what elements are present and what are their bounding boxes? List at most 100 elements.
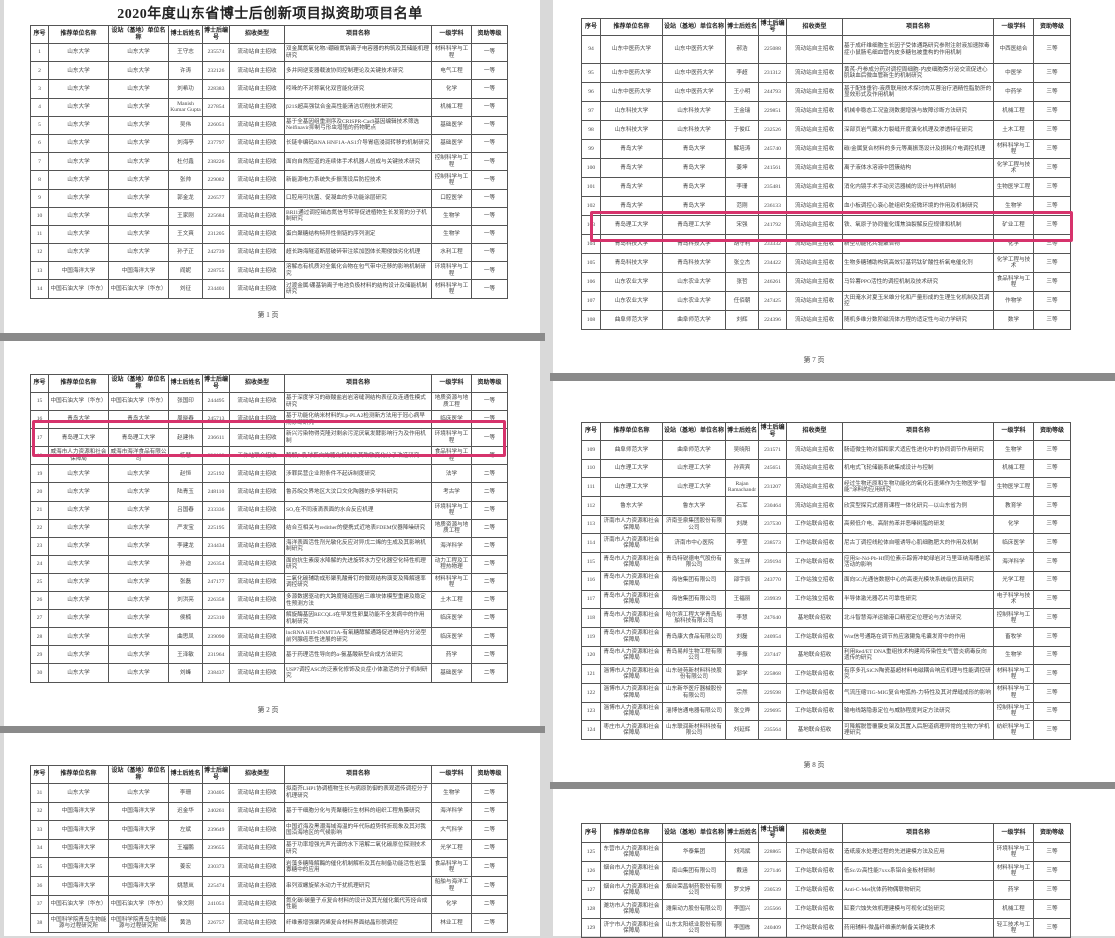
recruit-type: 流动站自主招收 bbox=[229, 913, 285, 933]
postdoc-id: 231207 bbox=[758, 477, 787, 498]
host-unit: 青岛特锐德电气股份有限公司 bbox=[662, 552, 726, 572]
discipline: 材料科学与工程 bbox=[431, 42, 472, 63]
host-unit: 鲁东大学 bbox=[662, 496, 726, 516]
column-header: 招收类型 bbox=[786, 18, 843, 36]
recruit-type: 工作站联合招收 bbox=[786, 918, 843, 938]
column-header: 博士后姓名 bbox=[725, 823, 759, 843]
host-unit: 山东新华医疗器械股份有限公司 bbox=[662, 682, 726, 703]
postdoc-id: 231312 bbox=[758, 63, 787, 83]
table-row: 36 中国海洋大学 中国海洋大学 姚慧岚 225474 流动站自主招收 串列双螺旋桨水动力干… bbox=[30, 875, 508, 896]
postdoc-name: 刘海亭 bbox=[168, 133, 203, 154]
recruit-type: 流动站自主招收 bbox=[229, 206, 285, 226]
table-row: 121 淄博市人力资源和社会保障局 山东硅苑新材料科技股份有限公司 郭学 225868 工… bbox=[581, 664, 1071, 684]
host-unit: 山东大学 bbox=[108, 133, 169, 154]
postdoc-id: 238437 bbox=[202, 663, 230, 683]
funding-grade: 三等 bbox=[1033, 272, 1071, 292]
postdoc-name: 陆青玉 bbox=[168, 482, 203, 502]
recommending-unit: 青岛科技大学 bbox=[600, 253, 663, 273]
host-unit: 青岛大学 bbox=[662, 139, 726, 159]
table-row: 111 山东理工大学 山东理工大学 Rajan Ramachandr 231207 流动站… bbox=[581, 477, 1071, 498]
column-header: 博士后编号 bbox=[758, 18, 787, 36]
host-unit: 山东大学 bbox=[108, 663, 169, 683]
table-row: 112 鲁东大学 鲁东大学 石军 230464 流动站自主招收 欣赏型探究式德育课程一体化研… bbox=[581, 496, 1071, 516]
recruit-type: 流动站自主招收 bbox=[229, 627, 285, 647]
table-row: 23 山东大学 山东大学 李建龙 234434 流动站自主招收 海洋表面活性剂光敏化反应对异… bbox=[30, 536, 508, 556]
project-title: 二氧化碳辅助成形聚乳酸骨钉的微观结构演变及降解速率调控研究 bbox=[284, 572, 432, 593]
recommending-unit: 曲阜师范大学 bbox=[600, 310, 663, 330]
column-header: 博士后姓名 bbox=[725, 422, 759, 441]
project-title: 多并网逆变器载波协同控制理论及关键技术研究 bbox=[284, 61, 432, 81]
funding-grade: 三等 bbox=[1033, 701, 1071, 722]
recruit-type: 流动站自主招收 bbox=[786, 35, 843, 64]
table-row: 98 山东科技大学 山东科技大学 于俊红 232526 流动站自主招收 深部页岩气藏水力裂缝… bbox=[581, 120, 1071, 140]
recruit-type: 流动站自主招收 bbox=[786, 291, 843, 311]
funding-grade: 一等 bbox=[471, 224, 508, 245]
project-title: Wnt信号通路在调节热应激獭兔毛囊发育中的作用 bbox=[842, 626, 994, 647]
host-unit: 山东大学 bbox=[108, 152, 169, 172]
discipline: 中药学 bbox=[993, 82, 1034, 102]
column-header: 一级学科 bbox=[431, 765, 472, 784]
recommending-unit: 山东大学 bbox=[48, 482, 109, 502]
recruit-type: 流动站自主招收 bbox=[229, 875, 285, 896]
recommending-unit: 潍坊市人力资源和社会保障局 bbox=[600, 899, 663, 919]
postdoc-id: 226354 bbox=[202, 554, 230, 574]
column-header: 博士后编号 bbox=[758, 823, 787, 843]
funding-grade: 二等 bbox=[471, 627, 508, 647]
column-header: 博士后编号 bbox=[202, 25, 230, 44]
row-number: 129 bbox=[581, 918, 601, 938]
postdoc-id: 248110 bbox=[202, 482, 230, 502]
recruit-type: 流动站自主招收 bbox=[786, 458, 843, 479]
postdoc-id: 234401 bbox=[202, 279, 230, 299]
postdoc-name: 侯楠 bbox=[168, 609, 203, 629]
discipline: 作物学 bbox=[993, 291, 1034, 311]
host-unit: 山东大学 bbox=[108, 645, 169, 665]
project-title: 面向抗生素废水降解的先进旋转水力空化器空化特性机理研究 bbox=[284, 554, 432, 574]
recommending-unit: 青岛市人力资源和社会保障局 bbox=[600, 626, 663, 647]
funding-grade: 二等 bbox=[471, 500, 508, 520]
discipline: 材料科学与工程 bbox=[431, 279, 472, 299]
row-number: 15 bbox=[30, 391, 49, 412]
project-title: 多源数据驱动的大跨度隧道围岩三维块体模型重建及稳定性预测方法 bbox=[284, 591, 432, 611]
row-number: 19 bbox=[30, 464, 49, 484]
recommending-unit: 中国科学院青岛生物能源与过程研究所 bbox=[48, 913, 109, 933]
host-unit: 山东中医药大学 bbox=[662, 35, 726, 64]
recommending-unit: 青岛市人力资源和社会保障局 bbox=[600, 645, 663, 666]
table-row: 113 济南市人力资源和社会保障局 济南圣泉集团股份有限公司 刘晟 237530 工作站联… bbox=[581, 514, 1071, 535]
recommending-unit: 山东农业大学 bbox=[600, 272, 663, 292]
table-row: 108 曲阜师范大学 曲阜师范大学 刘辉 224396 流动站自主招收 随机多维分数阶磁流体… bbox=[581, 310, 1071, 330]
project-title: β21S超高强钛合金高性能清洁切削技术研究 bbox=[284, 97, 432, 117]
table-row: 123 淄博市人力资源和社会保障局 淄博信通电器有限公司 张立晔 229695 工作站联合… bbox=[581, 701, 1071, 722]
postdoc-name: 阎妮 bbox=[168, 261, 203, 281]
row-number: 111 bbox=[581, 477, 601, 498]
project-title: 消化内镜手术手动灵活器械的设计与样机研制 bbox=[842, 177, 994, 197]
postdoc-name: 李珊 bbox=[725, 177, 759, 197]
page-label: 第 1 页 bbox=[257, 311, 279, 319]
host-unit: 青岛大学 bbox=[662, 158, 726, 178]
table-row: 15 中国石油大学（华东） 中国石油大学（华东） 张国印 244495 流动站自主招收 基于… bbox=[30, 391, 508, 412]
recommending-unit: 青岛市人力资源和社会保障局 bbox=[600, 589, 663, 610]
table-row: 1 山东大学 山东大学 王守志 235574 流动站自主招收 双金属氮氧化物//硼碳氮钠离子… bbox=[30, 42, 508, 63]
page-separator bbox=[550, 373, 1115, 381]
discipline: 畜牧学 bbox=[993, 626, 1034, 647]
row-number: 29 bbox=[30, 645, 49, 665]
row-number: 32 bbox=[30, 801, 49, 822]
recruit-type: 流动站自主招收 bbox=[229, 518, 285, 538]
project-title: 经过生物还原和生物功能化的氧化石墨烯作为生物医学“智能”涂料的应用研究 bbox=[842, 477, 994, 498]
project-table: 序号 推荐单位名称 设站（基地）单位名称 博士后姓名 博士后编号 招收类型 项目名称 一级学科… bbox=[30, 765, 508, 933]
funding-grade: 二等 bbox=[471, 875, 508, 896]
discipline: 临床医学 bbox=[431, 627, 472, 647]
postdoc-id: 243770 bbox=[758, 570, 787, 591]
project-title: 基于深度学习的碳酸盐岩岩溶缝洞结构表征及连通性模式研究 bbox=[284, 391, 432, 412]
project-title: 碳/金属复合材料的多元等离振荡设计及损耗介电调控机理 bbox=[842, 139, 994, 159]
discipline: 药学 bbox=[431, 645, 472, 665]
recruit-type: 流动站自主招收 bbox=[229, 857, 285, 877]
discipline: 药学 bbox=[993, 880, 1034, 900]
funding-grade: 三等 bbox=[1033, 552, 1071, 572]
postdoc-id: 229082 bbox=[202, 170, 230, 190]
postdoc-id: 237797 bbox=[202, 133, 230, 154]
discipline: 水利工程 bbox=[431, 243, 472, 263]
funding-grade: 三等 bbox=[1033, 82, 1071, 102]
funding-grade: 三等 bbox=[1033, 458, 1071, 479]
host-unit: 山东大学 bbox=[108, 500, 169, 520]
funding-grade: 三等 bbox=[1033, 589, 1071, 610]
